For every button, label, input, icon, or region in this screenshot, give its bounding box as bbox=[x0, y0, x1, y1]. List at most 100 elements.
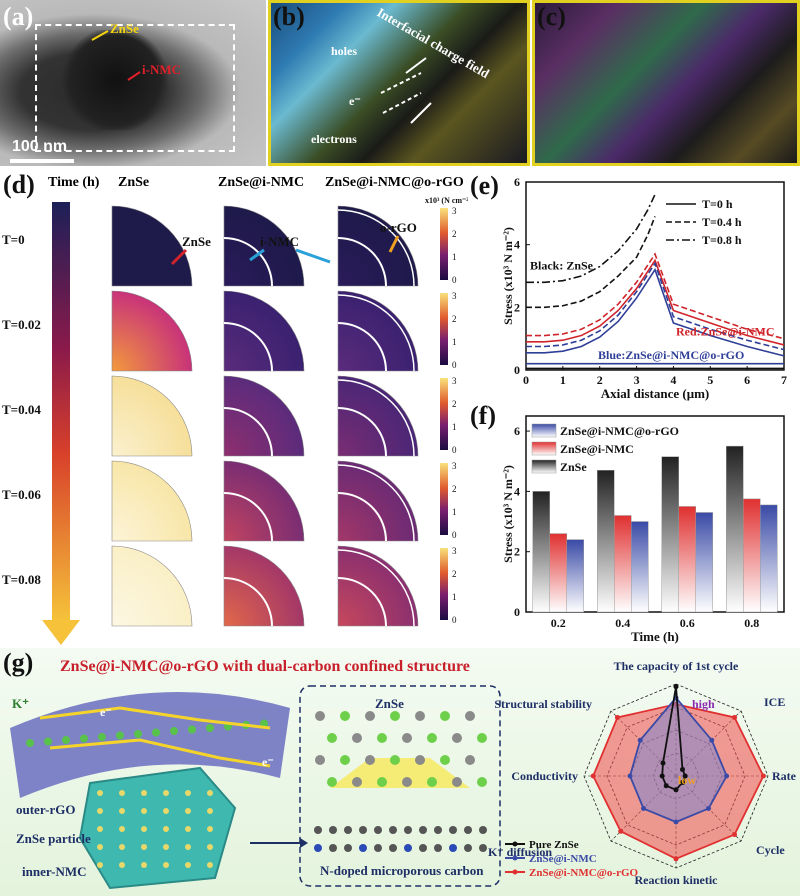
nmc-dot bbox=[185, 844, 191, 850]
lattice-atom bbox=[340, 755, 350, 765]
group-label-blue: Blue:ZnSe@i-NMC@o-rGO bbox=[598, 348, 744, 362]
radar-axis-label-3: Cycle bbox=[756, 843, 785, 857]
radar-point bbox=[709, 737, 715, 743]
radar-axis-label-4: Reaction kinetic bbox=[635, 873, 719, 887]
colorbar-tick: 2 bbox=[452, 399, 457, 409]
bar-ZnSe-0.6 bbox=[661, 456, 679, 613]
lattice-atom bbox=[402, 733, 412, 743]
fft-image-b: (b) holes e⁻ electrons Interfacial charg… bbox=[268, 0, 530, 166]
y-tick-label: 4 bbox=[514, 484, 520, 498]
carbon-atom bbox=[389, 844, 397, 852]
colorbar-tick: 3 bbox=[452, 546, 457, 556]
legend-label-2: ZnSe bbox=[560, 460, 587, 474]
carbon-label: N-doped microporous carbon bbox=[320, 863, 484, 878]
radar-legend-label-0: Pure ZnSe bbox=[529, 839, 579, 851]
y-tick-label: 4 bbox=[514, 238, 520, 252]
time-arrow-head bbox=[42, 620, 80, 645]
nmc-dot bbox=[119, 808, 125, 814]
lattice-atom bbox=[427, 733, 437, 743]
x-tick-label: 4 bbox=[670, 373, 676, 387]
stress-map-4-2 bbox=[337, 545, 419, 627]
k-ion bbox=[44, 737, 52, 746]
lattice-atom bbox=[465, 711, 475, 721]
panel-label-b: (b) bbox=[273, 2, 305, 31]
x-tick-label: 2 bbox=[597, 373, 603, 387]
k-ion bbox=[170, 727, 178, 735]
k-label: K⁺ bbox=[12, 696, 29, 711]
carbon-atom bbox=[404, 844, 412, 852]
y-axis-label: Stress (x10³ N m⁻²) bbox=[501, 227, 515, 325]
radar-low: low bbox=[678, 773, 696, 787]
nmc-dot bbox=[97, 844, 103, 850]
carbon-atom bbox=[314, 826, 322, 834]
carbon-atom bbox=[389, 826, 397, 834]
lattice-atom bbox=[415, 711, 425, 721]
colorbar-4 bbox=[440, 548, 448, 620]
annot-inmc-arrow-2 bbox=[295, 248, 331, 264]
interface-arc-3-1 bbox=[223, 492, 273, 542]
orgo-arc-0 bbox=[337, 209, 415, 287]
series-line-4 bbox=[526, 258, 785, 346]
nmc-dot bbox=[207, 790, 213, 796]
radar-axis-label-2: Rate bbox=[772, 769, 797, 783]
colorbar-tick: 2 bbox=[452, 314, 457, 324]
k-ion bbox=[206, 724, 214, 732]
x-tick-label: 1 bbox=[560, 373, 566, 387]
nmc-dot bbox=[141, 844, 147, 850]
row-label-0: T=0 bbox=[2, 232, 25, 247]
annot-inmc: i-NMC bbox=[260, 234, 299, 249]
znse-particle bbox=[78, 766, 237, 890]
row-label-4: T=0.08 bbox=[2, 572, 41, 587]
colorbar-1 bbox=[440, 293, 448, 365]
interface-arc-4-2 bbox=[337, 577, 387, 627]
radar-point bbox=[663, 783, 669, 789]
lattice-atom bbox=[402, 777, 412, 787]
group-label-red: Red:ZnSe@i-NMC bbox=[676, 325, 775, 339]
electron-path-1 bbox=[39, 706, 271, 730]
radar-point bbox=[660, 760, 666, 766]
colorbar-tick: 0 bbox=[452, 445, 457, 455]
interface-arc-3-2 bbox=[337, 492, 387, 542]
stress-map-0-2 bbox=[337, 205, 419, 287]
lattice-atom bbox=[465, 755, 475, 765]
x-axis-label: Axial distance (μm) bbox=[601, 386, 709, 401]
stress-map-3-2 bbox=[337, 460, 419, 542]
colorbar-tick: 0 bbox=[452, 360, 457, 370]
legend-swatch-1 bbox=[531, 441, 557, 456]
radar-point bbox=[614, 714, 620, 720]
lattice-atom bbox=[365, 711, 375, 721]
legend-label-0: ZnSe@i-NMC@o-rGO bbox=[560, 424, 679, 438]
radar-point bbox=[637, 737, 643, 743]
legend-label-1: T=0.4 h bbox=[702, 215, 742, 229]
scale-bar: 100 nm bbox=[12, 138, 68, 155]
panel-label-g: (g) bbox=[3, 648, 34, 677]
colorbar-tick: 3 bbox=[452, 376, 457, 386]
radar-point bbox=[590, 773, 596, 779]
k-ion bbox=[116, 731, 124, 740]
interface-arc-4-1 bbox=[223, 577, 273, 627]
carbon-atom bbox=[449, 826, 457, 834]
annot-inmc-arrow-1 bbox=[249, 248, 265, 262]
y-tick-label: 2 bbox=[514, 300, 520, 314]
stress-map-1-0 bbox=[111, 290, 193, 372]
panel-label-f: (f) bbox=[470, 401, 496, 430]
panel-f: (f) 0 2 4 6 0.2 0.4 0.6 0.8 Time (h) Stress (x10³ … bbox=[468, 400, 800, 645]
nmc-dot bbox=[185, 790, 191, 796]
panel-label-a: (a) bbox=[3, 2, 34, 31]
radar-point bbox=[680, 780, 686, 786]
lattice-atom bbox=[327, 733, 337, 743]
lattice-atom bbox=[452, 733, 462, 743]
k-ion bbox=[152, 728, 160, 737]
schematic-title: ZnSe@i-NMC@o-rGO with dual-carbon confin… bbox=[60, 658, 470, 675]
colorbar-tick: 1 bbox=[452, 252, 457, 262]
time-arrow-bar bbox=[52, 202, 70, 620]
bar-ZnSe@i-NMC-0.2 bbox=[549, 533, 567, 613]
chart-e: (e) 0 1 2 3 4 5 6 7 0 2 4 6 Axial distance (μm) Stress… bbox=[470, 171, 787, 401]
stress-map-1-1 bbox=[223, 290, 305, 372]
y-tick-label: 0 bbox=[514, 605, 520, 619]
bar-ZnSe@i-NMC@o-rGO-0.2 bbox=[566, 539, 584, 613]
x-tick-label: 0.6 bbox=[680, 616, 695, 630]
lattice-atom bbox=[415, 755, 425, 765]
lattice-atom bbox=[327, 777, 337, 787]
colorbar-tick: 0 bbox=[452, 615, 457, 625]
